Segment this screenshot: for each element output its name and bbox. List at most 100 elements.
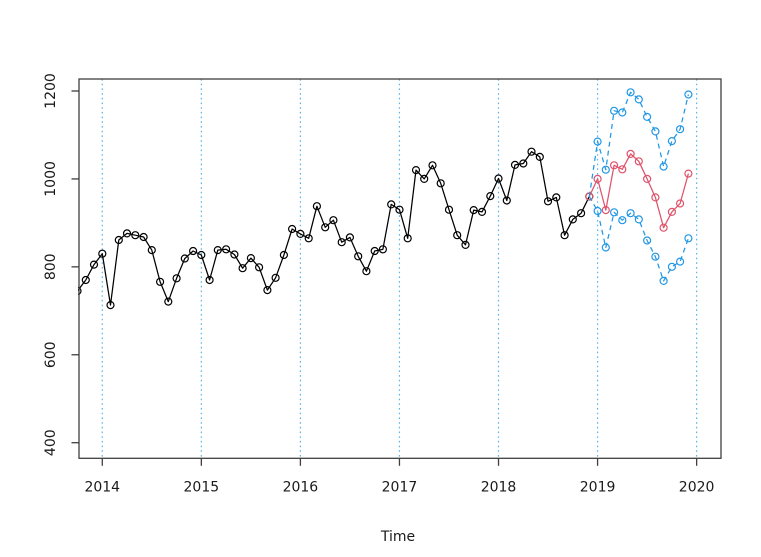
data-point-marker	[139, 232, 148, 242]
data-point-marker	[659, 276, 668, 285]
data-point-marker	[486, 192, 495, 201]
data-point-marker	[230, 250, 239, 259]
data-point-marker	[156, 277, 165, 286]
data-point-marker	[675, 199, 685, 208]
observed-series	[78, 147, 594, 310]
data-point-marker	[568, 215, 577, 224]
data-point-marker	[552, 193, 561, 202]
data-point-marker	[667, 137, 677, 146]
data-point-marker	[378, 245, 387, 254]
data-point-marker	[411, 166, 421, 175]
data-point-marker	[494, 174, 503, 183]
data-point-marker	[601, 206, 610, 215]
data-point-marker	[362, 267, 371, 276]
y-tick-label: 600	[43, 341, 59, 368]
data-point-marker	[659, 162, 668, 171]
data-point-marker	[642, 236, 652, 245]
data-point-marker	[519, 159, 528, 168]
data-point-marker	[255, 263, 264, 272]
x-tick-label: 2015	[184, 479, 220, 495]
data-point-marker	[601, 243, 610, 252]
data-point-marker	[213, 246, 222, 255]
data-point-marker	[147, 246, 156, 255]
data-point-marker	[78, 286, 82, 296]
data-point-marker	[304, 234, 313, 243]
data-point-marker	[634, 157, 643, 166]
data-point-marker	[222, 245, 231, 254]
x-tick-label: 2018	[481, 479, 517, 495]
axis-labels: 2014 2015 2016 2017 2018 2019 2020 400 600 800 100…	[43, 73, 714, 495]
forecast-upper-interval-series	[588, 88, 693, 197]
x-tick-label: 2016	[283, 479, 319, 495]
data-point-marker	[337, 238, 346, 247]
data-point-marker	[609, 208, 619, 217]
data-point-marker	[618, 108, 627, 117]
data-point-marker	[593, 137, 602, 146]
data-point-marker	[436, 179, 445, 188]
x-tick-label: 2019	[580, 479, 616, 495]
data-point-marker	[618, 216, 627, 225]
y-tick-label: 1200	[43, 73, 59, 109]
data-point-marker	[634, 95, 643, 104]
y-tick-label: 400	[43, 429, 59, 456]
data-point-marker	[288, 224, 297, 234]
data-point-marker	[453, 231, 462, 240]
data-point-marker	[279, 250, 288, 260]
data-point-marker	[626, 88, 635, 97]
data-point-marker	[263, 286, 272, 295]
data-point-marker	[189, 246, 198, 256]
data-point-marker	[106, 301, 115, 310]
data-point-marker	[651, 252, 660, 261]
data-point-marker	[651, 127, 660, 136]
data-point-marker	[609, 161, 619, 170]
data-point-marker	[205, 275, 214, 285]
forecast-mean-series	[585, 149, 693, 232]
x-axis-title: Time	[380, 529, 415, 545]
data-point-marker	[395, 205, 404, 214]
data-point-marker	[461, 240, 470, 249]
observed-line	[78, 151, 590, 306]
data-point-marker	[246, 254, 255, 263]
data-point-marker	[502, 196, 511, 205]
data-point-marker	[114, 235, 123, 245]
data-point-marker	[271, 273, 280, 282]
data-point-marker	[684, 90, 693, 99]
data-point-marker	[469, 206, 478, 215]
data-point-marker	[675, 125, 685, 134]
data-point-marker	[667, 207, 677, 216]
data-point-marker	[345, 233, 354, 242]
data-point-marker	[609, 106, 619, 115]
data-point-marker	[403, 234, 412, 243]
data-point-marker	[684, 169, 693, 178]
data-point-marker	[651, 193, 660, 202]
data-point-marker	[601, 165, 610, 174]
data-point-marker	[180, 254, 189, 263]
data-point-marker	[172, 274, 181, 283]
data-point-marker	[329, 216, 338, 225]
data-point-marker	[510, 160, 520, 169]
data-point-marker	[370, 246, 379, 256]
data-point-marker	[354, 252, 363, 261]
data-point-marker	[238, 264, 247, 273]
data-series-layer	[78, 88, 693, 310]
data-point-marker	[667, 262, 677, 271]
data-point-marker	[642, 112, 652, 122]
data-point-marker	[98, 249, 107, 258]
data-point-marker	[593, 206, 602, 216]
x-tick-label: 2017	[382, 479, 418, 495]
data-point-marker	[164, 297, 173, 306]
data-point-marker	[634, 215, 643, 224]
data-point-marker	[576, 209, 586, 218]
data-point-marker	[387, 200, 396, 209]
data-point-marker	[197, 250, 206, 260]
forecast-upper-interval-line	[588, 91, 690, 197]
data-point-marker	[535, 152, 544, 161]
x-tick-label: 2020	[679, 479, 715, 495]
x-tick-label: 2014	[84, 479, 120, 495]
data-point-marker	[675, 257, 685, 266]
data-point-marker	[642, 174, 652, 183]
axes-frame	[71, 78, 722, 466]
forecast-lower-interval-series	[588, 196, 693, 285]
data-point-marker	[89, 260, 99, 269]
